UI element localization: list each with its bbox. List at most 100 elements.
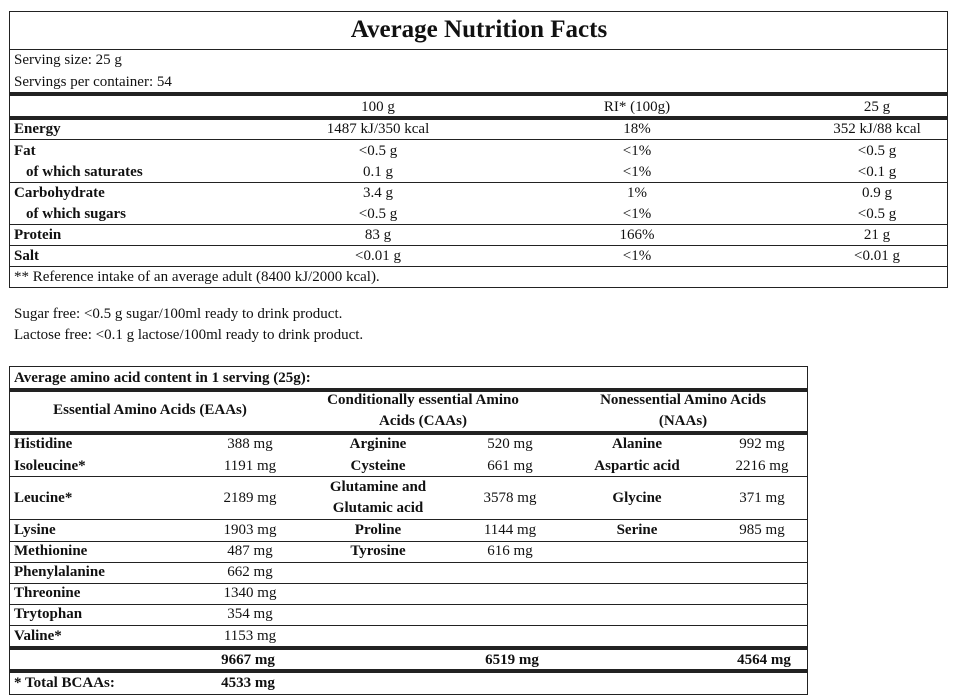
nutrient-label: Carbohydrate — [14, 185, 105, 201]
eaa-value: 1191 mg — [223, 458, 277, 474]
eaa-value: 1340 mg — [223, 585, 277, 601]
header-naa: Nonessential Amino Acids — [600, 392, 766, 408]
divider — [9, 116, 948, 120]
caa-name: Glutamine and — [329, 479, 427, 495]
header-naa: (NAAs) — [658, 413, 708, 429]
value-per-100g: 83 g — [364, 227, 392, 243]
eaa-name: Isoleucine* — [14, 458, 86, 474]
eaa-value: 2189 mg — [223, 490, 277, 506]
serving-size: Serving size: 25 g — [14, 52, 122, 68]
divider — [9, 431, 808, 435]
header-caa: Conditionally essential Amino — [327, 392, 519, 408]
eaa-name: Histidine — [14, 436, 73, 452]
eaa-name: Trytophan — [14, 606, 83, 622]
servings-per-container: Servings per container: 54 — [14, 74, 172, 90]
divider — [9, 583, 808, 584]
total-naa: 4564 mg — [737, 652, 791, 668]
divider — [9, 541, 808, 542]
column-header-100g: 100 g — [361, 99, 395, 115]
nutrient-label: Salt — [14, 248, 40, 264]
eaa-value: 388 mg — [227, 436, 273, 452]
naa-name: Aspartic acid — [594, 458, 680, 474]
eaa-name: Lysine — [14, 522, 56, 538]
eaa-name: Threonine — [14, 585, 81, 601]
divider — [9, 245, 948, 246]
value-per-25g: <0.5 g — [857, 206, 897, 222]
divider — [9, 562, 808, 563]
naa-value: 992 mg — [739, 436, 785, 452]
divider — [9, 49, 948, 50]
lactose-free-note: Lactose free: <0.1 g lactose/100ml ready… — [14, 327, 364, 343]
divider — [9, 646, 808, 650]
amino-table-title: Average amino acid content in 1 serving … — [14, 370, 311, 386]
divider — [9, 139, 948, 140]
caa-value: 3578 mg — [483, 490, 537, 506]
eaa-name: Methionine — [14, 543, 88, 559]
value-per-25g: 0.9 g — [862, 185, 892, 201]
nutrient-label: Fat — [14, 143, 36, 159]
divider — [9, 669, 808, 673]
caa-value: 616 mg — [487, 543, 533, 559]
nutrient-label: Protein — [14, 227, 62, 243]
value-ri: <1% — [622, 206, 652, 222]
caa-name: Proline — [354, 522, 402, 538]
naa-name: Glycine — [612, 490, 662, 506]
divider — [9, 476, 808, 477]
sugar-free-note: Sugar free: <0.5 g sugar/100ml ready to … — [14, 306, 343, 322]
value-per-25g: <0.5 g — [857, 143, 897, 159]
value-per-25g: <0.01 g — [854, 248, 900, 264]
naa-name: Alanine — [611, 436, 663, 452]
value-per-100g: 0.1 g — [363, 164, 393, 180]
nutrient-label: Energy — [14, 121, 61, 137]
nutrient-label: of which saturates — [26, 164, 143, 180]
total-bcaa-value: 4533 mg — [221, 675, 275, 691]
value-ri: 166% — [619, 227, 655, 243]
value-ri: <1% — [622, 164, 652, 180]
value-per-25g: <0.1 g — [857, 164, 897, 180]
header-caa: Acids (CAAs) — [379, 413, 467, 429]
eaa-value: 1903 mg — [223, 522, 277, 538]
value-per-100g: <0.5 g — [358, 206, 398, 222]
column-header-25g: 25 g — [863, 99, 891, 115]
total-caa: 6519 mg — [485, 652, 539, 668]
value-per-100g: 3.4 g — [363, 185, 393, 201]
caa-value: 1144 mg — [483, 522, 537, 538]
value-per-100g: <0.01 g — [355, 248, 401, 264]
divider — [9, 519, 808, 520]
footnote: ** Reference intake of an average adult … — [14, 269, 380, 285]
eaa-value: 1153 mg — [223, 628, 277, 644]
eaa-value: 354 mg — [227, 606, 273, 622]
divider — [9, 604, 808, 605]
caa-value: 520 mg — [487, 436, 533, 452]
divider — [9, 224, 948, 225]
header-eaa: Essential Amino Acids (EAAs) — [53, 402, 247, 418]
naa-value: 2216 mg — [735, 458, 789, 474]
value-ri: <1% — [622, 143, 652, 159]
caa-name: Cysteine — [350, 458, 406, 474]
value-ri: <1% — [622, 248, 652, 264]
caa-name: Tyrosine — [350, 543, 406, 559]
caa-name: Arginine — [349, 436, 407, 452]
eaa-value: 662 mg — [227, 564, 273, 580]
caa-name: Glutamic acid — [332, 500, 424, 516]
divider — [9, 266, 948, 267]
naa-name: Serine — [616, 522, 658, 538]
total-eaa: 9667 mg — [221, 652, 275, 668]
divider — [9, 92, 948, 96]
value-ri: 1% — [627, 185, 647, 201]
nutrition-table — [9, 11, 948, 288]
naa-value: 985 mg — [739, 522, 785, 538]
eaa-name: Valine* — [14, 628, 62, 644]
amino-acid-table — [9, 366, 808, 695]
total-bcaa-label: * Total BCAAs: — [14, 675, 115, 691]
eaa-name: Phenylalanine — [14, 564, 105, 580]
eaa-value: 487 mg — [227, 543, 273, 559]
caa-value: 661 mg — [487, 458, 533, 474]
value-per-100g: <0.5 g — [358, 143, 398, 159]
column-header-ri: RI* (100g) — [603, 99, 671, 115]
value-ri: 18% — [623, 121, 651, 137]
table-title: Average Nutrition Facts — [350, 16, 608, 43]
nutrient-label: of which sugars — [26, 206, 127, 222]
value-per-25g: 352 kJ/88 kcal — [833, 121, 921, 137]
value-per-25g: 21 g — [863, 227, 891, 243]
